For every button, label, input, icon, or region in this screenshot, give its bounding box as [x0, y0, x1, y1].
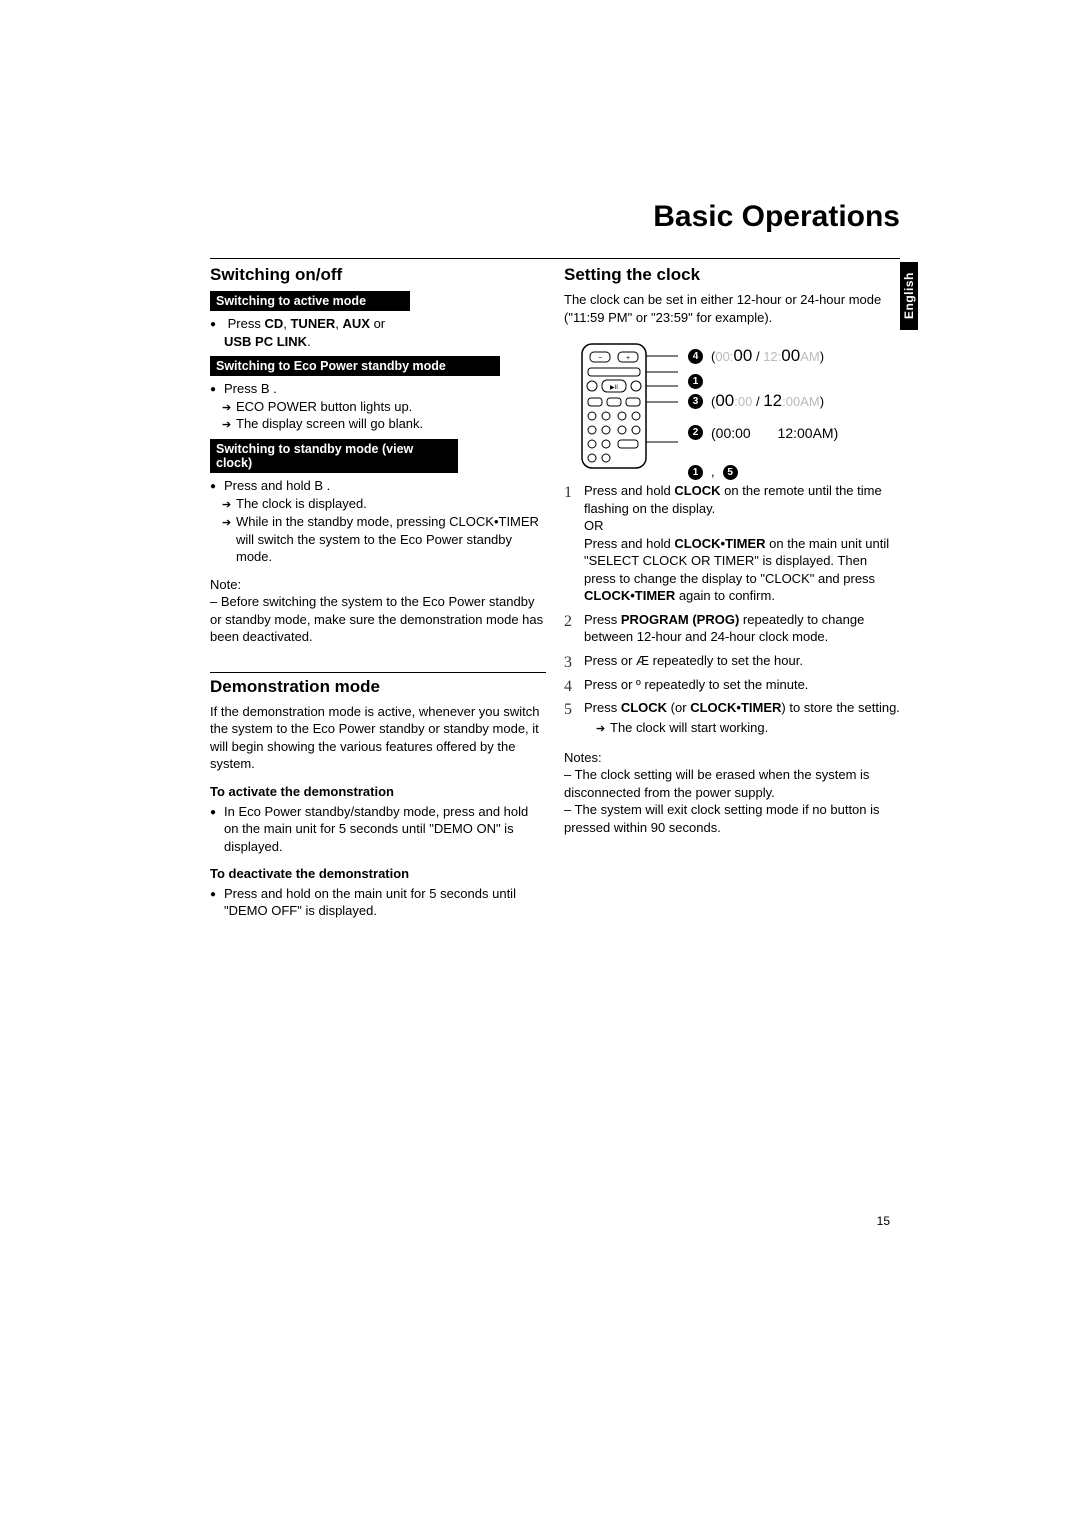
clock-intro: The clock can be set in either 12-hour o… — [564, 291, 900, 326]
svg-text:−: − — [598, 355, 602, 362]
bar-standby-clock: Switching to standby mode (view clock) — [210, 439, 458, 473]
language-tab: English — [900, 262, 918, 330]
clock-figure: − + ▶II — [564, 334, 900, 474]
disp-line-4: 4 (00:00 / 12:00AM) — [688, 340, 838, 372]
remote-icon: − + ▶II — [574, 342, 684, 470]
arrow-eco-2: The display screen will go blank. — [236, 415, 546, 433]
demo-activate-heading: To activate the demonstration — [210, 783, 546, 801]
heading-demo: Demonstration mode — [210, 672, 546, 697]
note-label: Note: — [210, 576, 546, 594]
note-text: – Before switching the system to the Eco… — [210, 593, 546, 646]
step-2: Press PROGRAM (PROG) repeatedly to chang… — [564, 611, 900, 646]
demo-deactivate-text: Press and hold on the main unit for 5 se… — [224, 885, 546, 920]
left-column: Switching on/off Switching to active mod… — [210, 259, 546, 920]
bullet-active: Press CD, TUNER, AUX or USB PC LINK. — [224, 315, 546, 350]
bullet-standby: Press and hold B . — [224, 477, 546, 495]
clock-note-1: – The clock setting will be erased when … — [564, 766, 900, 801]
step-5: Press CLOCK (or CLOCK•TIMER) to store th… — [564, 699, 900, 736]
demo-deactivate-heading: To deactivate the demonstration — [210, 865, 546, 883]
arrow-standby-2: While in the standby mode, pressing CLOC… — [236, 513, 546, 566]
disp-line-3: 3 (00:00 / 12:00AM) — [688, 385, 838, 417]
arrow-standby-1: The clock is displayed. — [236, 495, 546, 513]
demo-intro: If the demonstration mode is active, whe… — [210, 703, 546, 773]
page-number: 15 — [877, 1214, 890, 1228]
bar-active-mode: Switching to active mode — [210, 291, 410, 311]
heading-switching: Switching on/off — [210, 265, 546, 285]
svg-text:+: + — [626, 355, 630, 362]
right-column: Setting the clock The clock can be set i… — [564, 259, 900, 920]
clock-note-2: – The system will exit clock setting mod… — [564, 801, 900, 836]
svg-text:▶II: ▶II — [610, 385, 618, 391]
disp-line-2: 2 (00:00 12:00AM) — [688, 420, 838, 447]
step-4: Press or º repeatedly to set the minute. — [564, 676, 900, 694]
page-title: Basic Operations — [210, 200, 900, 240]
step-5-result: The clock will start working. — [610, 719, 900, 737]
step-1: Press and hold CLOCK on the remote until… — [564, 482, 900, 605]
notes-label: Notes: — [564, 749, 900, 767]
arrow-eco-1: ECO POWER button lights up. — [236, 398, 546, 416]
demo-activate-text: In Eco Power standby/standby mode, press… — [224, 803, 546, 856]
step-3: Press or Æ repeatedly to set the hour. — [564, 652, 900, 670]
bullet-eco: Press B . — [224, 380, 546, 398]
heading-clock: Setting the clock — [564, 265, 900, 285]
bar-eco-standby: Switching to Eco Power standby mode — [210, 356, 500, 376]
